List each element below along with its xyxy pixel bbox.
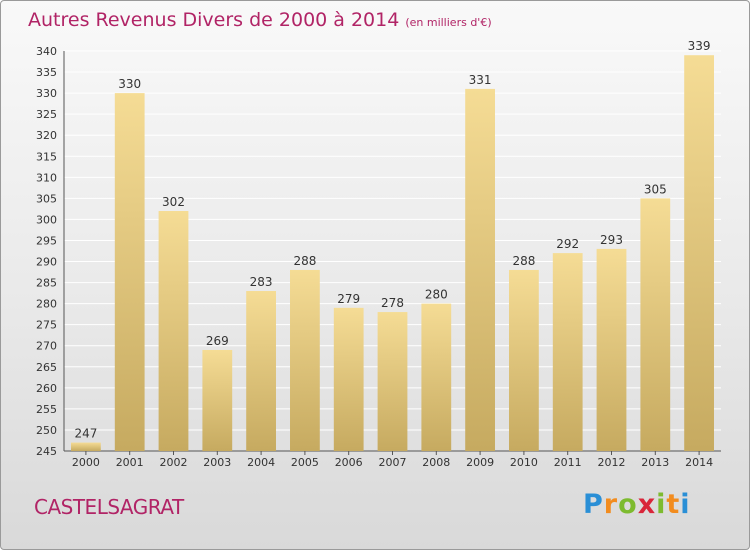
proxiti-logo: Proxiti (583, 489, 691, 520)
data-label: 339 (688, 39, 711, 53)
bar (640, 198, 671, 451)
data-label: 280 (425, 288, 448, 302)
data-label: 269 (206, 334, 229, 348)
bar (158, 211, 189, 451)
y-tick-label: 275 (36, 319, 57, 332)
y-tick-label: 330 (36, 87, 57, 100)
x-tick-label: 2012 (598, 456, 626, 469)
x-tick-label: 2014 (685, 456, 713, 469)
logo-letter: i (656, 489, 667, 520)
x-tick-label: 2008 (422, 456, 450, 469)
bar (202, 349, 233, 451)
y-tick-label: 260 (36, 382, 57, 395)
bar (246, 291, 276, 451)
bar (465, 88, 495, 451)
x-tick-label: 2001 (116, 456, 144, 469)
y-tick-label: 315 (36, 150, 57, 163)
bar (684, 55, 714, 452)
y-tick-label: 265 (36, 361, 57, 374)
data-label: 330 (118, 77, 141, 91)
y-tick-label: 295 (36, 234, 57, 247)
y-tick-label: 245 (36, 445, 57, 458)
logo-letter: o (618, 489, 638, 520)
y-tick-label: 300 (36, 213, 57, 226)
bar (596, 248, 627, 451)
x-tick-label: 2006 (335, 456, 363, 469)
logo-letter: i (680, 489, 691, 520)
chart-title: Autres Revenus Divers de 2000 à 2014 (en … (28, 9, 492, 31)
data-label: 279 (337, 292, 360, 306)
bar (552, 253, 583, 451)
y-tick-label: 250 (36, 424, 57, 437)
data-label: 288 (512, 254, 535, 268)
y-tick-label: 335 (36, 66, 57, 79)
bar (114, 93, 145, 452)
data-label: 331 (469, 73, 492, 87)
data-label: 288 (293, 254, 316, 268)
data-label: 302 (162, 195, 185, 209)
bar (421, 303, 452, 451)
x-tick-label: 2011 (554, 456, 582, 469)
bar (509, 269, 539, 451)
x-tick-label: 2003 (203, 456, 231, 469)
data-label: 292 (556, 237, 579, 251)
y-tick-label: 290 (36, 256, 57, 269)
y-tick-label: 255 (36, 403, 57, 416)
x-tick-label: 2000 (72, 456, 100, 469)
logo-letter: t (666, 489, 681, 520)
data-label: 247 (74, 427, 97, 441)
x-tick-label: 2004 (247, 456, 275, 469)
bar (71, 442, 101, 451)
bar (377, 312, 408, 451)
y-tick-label: 270 (36, 340, 57, 353)
data-label: 283 (250, 275, 273, 289)
data-label: 293 (600, 233, 623, 247)
y-tick-label: 320 (36, 129, 57, 142)
title-text: Autres Revenus Divers de 2000 à 2014 (28, 9, 400, 31)
y-tick-label: 285 (36, 277, 57, 290)
x-tick-label: 2007 (379, 456, 407, 469)
logo-letter: x (637, 489, 657, 520)
logo-letter: P (583, 489, 604, 520)
data-label: 278 (381, 296, 404, 310)
y-tick-label: 340 (36, 45, 57, 58)
logo-letter: r (603, 489, 619, 520)
x-tick-label: 2005 (291, 456, 319, 469)
y-tick-label: 305 (36, 192, 57, 205)
x-tick-label: 2010 (510, 456, 538, 469)
x-tick-label: 2009 (466, 456, 494, 469)
x-tick-label: 2013 (641, 456, 669, 469)
chart-subtitle: (en milliers d'€) (405, 16, 492, 29)
y-tick-label: 280 (36, 298, 57, 311)
bar (290, 269, 320, 451)
data-label: 305 (644, 182, 667, 196)
x-tick-label: 2002 (160, 456, 188, 469)
y-tick-label: 310 (36, 171, 57, 184)
location-name: CASTELSAGRAT (34, 495, 184, 519)
bar (333, 307, 364, 451)
y-tick-label: 325 (36, 108, 57, 121)
